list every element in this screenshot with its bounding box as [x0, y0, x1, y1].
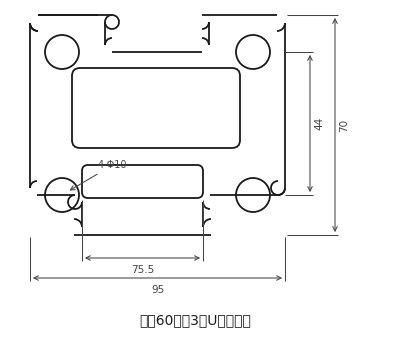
Text: 44: 44: [314, 117, 324, 130]
Text: 70: 70: [339, 118, 349, 132]
Text: 大世60系列3寸U型轮底板: 大世60系列3寸U型轮底板: [139, 313, 251, 327]
Text: 95: 95: [151, 285, 164, 295]
Text: 75.5: 75.5: [131, 265, 154, 275]
Text: 4-Φ10: 4-Φ10: [70, 160, 127, 190]
